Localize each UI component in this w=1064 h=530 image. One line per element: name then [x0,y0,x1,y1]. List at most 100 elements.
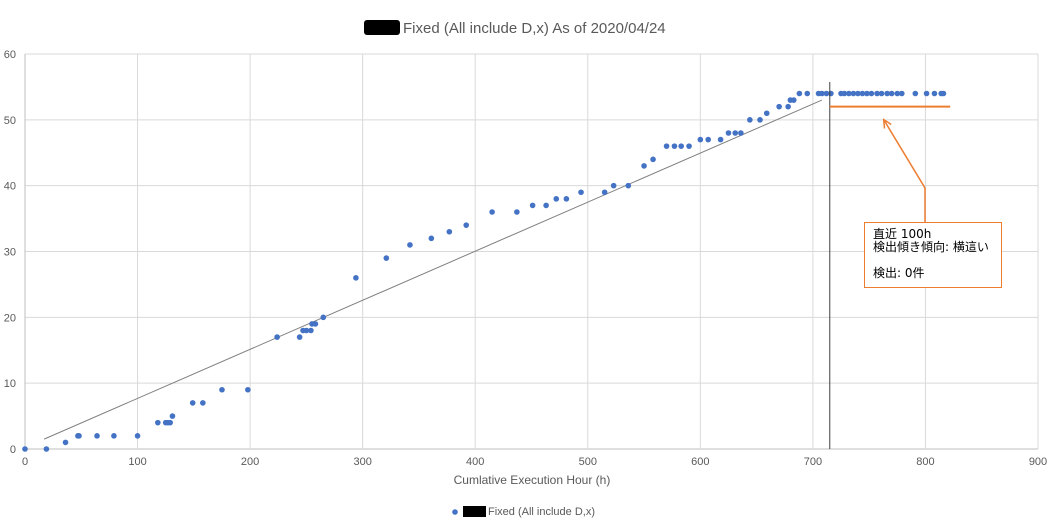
data-point [383,255,390,261]
data-point [828,90,834,97]
data-point [717,136,724,143]
data-point [94,433,100,439]
trendline-segment [43,99,823,440]
data-point [463,222,470,228]
data-point [846,90,852,97]
data-point [757,117,763,123]
data-point [189,400,196,406]
x-tick-label: 200 [241,456,259,468]
data-point [446,228,453,235]
data-point [819,90,825,97]
data-point [663,143,670,149]
data-point [578,189,584,196]
data-point [823,90,830,97]
data-point [155,419,161,426]
data-point [725,130,732,136]
data-point [732,130,739,136]
data-point [923,90,930,97]
data-point [776,103,782,110]
markers [829,82,951,449]
data-point [912,90,919,97]
annotation-callout: 直近 100h 検出傾き傾向: 横這い 検出: 0件 [864,222,1002,288]
data-point [22,446,28,452]
data-point [850,90,857,97]
data-point [763,110,770,117]
data-point [884,90,890,97]
data-point [43,446,50,452]
data-point [274,334,280,340]
data-point [790,97,797,103]
data-point [219,386,225,393]
data-point [169,413,176,419]
data-point [868,90,875,97]
data-point [489,209,495,215]
data-point [931,90,938,97]
data-point [62,439,69,446]
data-point [134,433,141,439]
data-point [804,90,811,97]
data-point [686,143,692,149]
data-point [785,103,791,110]
data-point [320,314,327,321]
annotation-arrow [883,119,926,222]
data-point [312,321,319,327]
data-point [899,90,905,97]
annotation-line-1: 直近 100h [873,227,932,241]
data-point [878,90,885,97]
data-point [200,400,206,406]
x-tick-label: 600 [691,456,709,468]
data-point [796,90,803,97]
data-point [859,90,866,97]
data-point [529,202,536,209]
data-point [894,90,901,97]
x-tick-label: 400 [466,456,484,468]
chart-title: Fixed (All include D,x) As of 2020/04/24 [403,20,666,37]
y-tick-label: 10 [4,378,16,390]
x-axis-title: Cumlative Execution Hour (h) [454,473,611,487]
data-point [697,136,704,143]
x-tick-label: 100 [128,456,146,468]
grid-lines [24,53,1039,450]
data-point [167,419,173,426]
data-point [841,90,848,97]
data-point [296,334,303,340]
data-point [671,143,678,149]
data-point [601,189,608,196]
x-tick-label: 700 [804,456,822,468]
data-point [625,182,632,189]
annotation-arrow-head [882,118,892,129]
data-point [888,90,895,97]
data-point [543,202,549,209]
legend: Fixed (All include D,x) [452,506,595,518]
data-point [705,136,712,143]
legend-marker [452,509,458,515]
data-point [245,386,251,393]
data-point [428,235,435,242]
title-redaction [364,20,400,35]
y-tick-label: 40 [4,181,16,193]
data-point [76,433,82,439]
y-tick-label: 30 [4,247,16,259]
data-point [563,196,570,202]
data-points [22,90,947,452]
data-point [111,433,117,439]
x-tick-label: 900 [1029,456,1047,468]
data-point [855,90,861,97]
annotation-line-2: 検出傾き傾向: 横這い [873,240,989,254]
data-point [738,130,744,136]
y-tick-label: 60 [4,49,16,61]
data-point [940,90,947,97]
data-point [407,242,413,248]
data-point [514,209,520,215]
x-tick-label: 0 [22,456,28,468]
data-point [641,163,647,169]
data-point [678,143,684,149]
y-tick-label: 0 [10,444,16,456]
legend-label: Fixed (All include D,x) [488,506,595,518]
data-point [303,327,310,334]
data-point [353,275,359,281]
data-point [747,117,753,123]
data-point [610,182,617,189]
